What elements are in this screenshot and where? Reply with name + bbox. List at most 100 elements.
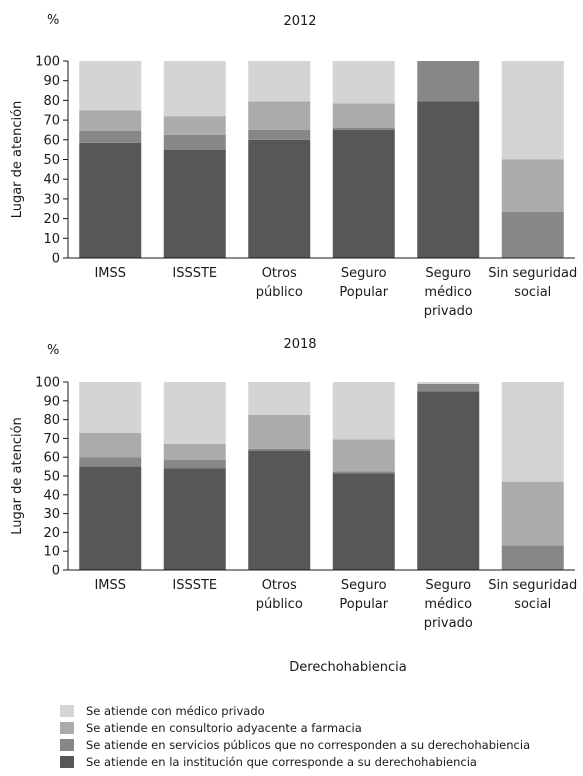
bar-segment bbox=[79, 432, 142, 458]
bar-segment bbox=[248, 382, 311, 415]
bar-segment bbox=[332, 103, 395, 128]
unit-label: % bbox=[47, 13, 59, 28]
y-tick-label: 70 bbox=[43, 114, 60, 129]
x-tick-label: Seguro Popular bbox=[339, 578, 388, 612]
bar-segment bbox=[417, 101, 480, 258]
bar-segment bbox=[501, 382, 564, 482]
legend-item-consultorio-farmacia: Se atiende en consultorio adyacente a fa… bbox=[60, 719, 580, 736]
bar-segment bbox=[501, 211, 564, 258]
legend-label: Se atiende en consultorio adyacente a fa… bbox=[86, 720, 362, 735]
bar-segment bbox=[501, 481, 564, 546]
y-tick-label: 20 bbox=[43, 212, 60, 227]
bar-segment bbox=[417, 61, 480, 102]
y-tick-label: 60 bbox=[43, 451, 60, 466]
x-tick-label: ISSSTE bbox=[172, 578, 217, 593]
bar-segment bbox=[248, 448, 311, 451]
legend-label: Se atiende en la institución que corresp… bbox=[86, 754, 477, 769]
bar-segment bbox=[79, 61, 142, 111]
bar-segment bbox=[332, 382, 395, 440]
legend-label: Se atiende en servicios públicos que no … bbox=[86, 737, 531, 752]
bar-segment bbox=[332, 129, 395, 258]
legend-swatch bbox=[60, 738, 74, 751]
bar-segment bbox=[79, 382, 142, 433]
bar-segment bbox=[248, 450, 311, 570]
bar-segment bbox=[163, 116, 226, 135]
x-axis-label: Derechohabiencia bbox=[289, 660, 406, 675]
chart-panel-2012: 2012% Lugar de atención IMSS ISSSTE Otros púb… bbox=[10, 13, 577, 319]
y-tick-label: 90 bbox=[43, 394, 60, 409]
bar-segment bbox=[248, 101, 311, 130]
x-tick-label: Otros público bbox=[256, 578, 303, 612]
x-tick-label: Seguro médico privado bbox=[424, 266, 473, 319]
y-tick-label: 70 bbox=[43, 432, 60, 447]
y-tick-label: 100 bbox=[35, 55, 60, 70]
chart-title: 2018 bbox=[283, 337, 316, 352]
x-tick-label: Sin seguridad social bbox=[488, 266, 577, 300]
bar-segment bbox=[332, 471, 395, 474]
bar-segment bbox=[501, 545, 564, 570]
x-tick-label: Sin seguridad social bbox=[488, 578, 577, 612]
chart-panel-2018: 2018% Lugar de atención IMSS ISSSTE Otros púb… bbox=[10, 337, 577, 631]
bar-segment bbox=[248, 129, 311, 140]
y-tick-label: 50 bbox=[43, 153, 60, 168]
bar-segment bbox=[417, 383, 480, 392]
legend-label: Se atiende con médico privado bbox=[86, 703, 265, 718]
y-tick-label: 0 bbox=[52, 252, 60, 267]
bar-segment bbox=[332, 61, 395, 104]
legend-item-medico-privado: Se atiende con médico privado bbox=[60, 702, 580, 719]
bar-segment bbox=[79, 142, 142, 258]
bar-segment bbox=[248, 61, 311, 102]
bar-segment bbox=[79, 110, 142, 131]
y-tick-label: 40 bbox=[43, 173, 60, 188]
bar-segment bbox=[163, 61, 226, 117]
x-tick-label: IMSS bbox=[94, 578, 126, 593]
unit-label: % bbox=[47, 343, 59, 358]
bar-segment bbox=[248, 139, 311, 258]
y-tick-label: 80 bbox=[43, 413, 60, 428]
bar-segment bbox=[79, 457, 142, 467]
y-axis-label: Lugar de atención bbox=[10, 417, 25, 535]
x-tick-label: Otros público bbox=[256, 266, 303, 300]
legend-item-institucion: Se atiende en la institución que corresp… bbox=[60, 753, 580, 770]
y-tick-label: 80 bbox=[43, 94, 60, 109]
y-tick-label: 100 bbox=[35, 376, 60, 391]
x-tick-label: Seguro Popular bbox=[339, 266, 388, 300]
bar-segment bbox=[163, 460, 226, 469]
x-tick-label: IMSS bbox=[94, 266, 126, 281]
bar-segment bbox=[163, 444, 226, 461]
y-tick-label: 10 bbox=[43, 545, 60, 560]
chart-title: 2012 bbox=[283, 14, 316, 29]
x-tick-label: ISSSTE bbox=[172, 266, 217, 281]
y-tick-label: 90 bbox=[43, 74, 60, 89]
y-axis-label: Lugar de atención bbox=[10, 101, 25, 219]
bar-segment bbox=[332, 473, 395, 570]
legend-item-servicios-publicos: Se atiende en servicios públicos que no … bbox=[60, 736, 580, 753]
bar-segment bbox=[501, 159, 564, 212]
y-tick-label: 20 bbox=[43, 526, 60, 541]
bar-segment bbox=[501, 61, 564, 160]
x-tick-label: Seguro médico privado bbox=[424, 578, 473, 631]
y-tick-label: 30 bbox=[43, 507, 60, 522]
bar-segment bbox=[79, 130, 142, 143]
chart-area: 2012% Lugar de atención IMSS ISSSTE Otros púb… bbox=[10, 13, 577, 675]
legend-swatch bbox=[60, 755, 74, 768]
bar-segment bbox=[417, 391, 480, 570]
bar-segment bbox=[417, 382, 480, 384]
bar-segment bbox=[248, 414, 311, 449]
legend-swatch bbox=[60, 721, 74, 734]
bar-segment bbox=[332, 127, 395, 130]
bar-segment bbox=[163, 134, 226, 150]
bar-segment bbox=[332, 439, 395, 472]
legend: Se atiende con médico privado Se atiende… bbox=[60, 702, 580, 770]
bar-segment bbox=[163, 468, 226, 570]
y-tick-label: 50 bbox=[43, 470, 60, 485]
y-tick-label: 10 bbox=[43, 232, 60, 247]
legend-swatch bbox=[60, 704, 74, 717]
bar-segment bbox=[163, 382, 226, 445]
y-tick-label: 30 bbox=[43, 192, 60, 207]
y-tick-label: 40 bbox=[43, 488, 60, 503]
y-tick-label: 0 bbox=[52, 564, 60, 579]
bar-segment bbox=[163, 149, 226, 258]
y-tick-label: 60 bbox=[43, 133, 60, 148]
